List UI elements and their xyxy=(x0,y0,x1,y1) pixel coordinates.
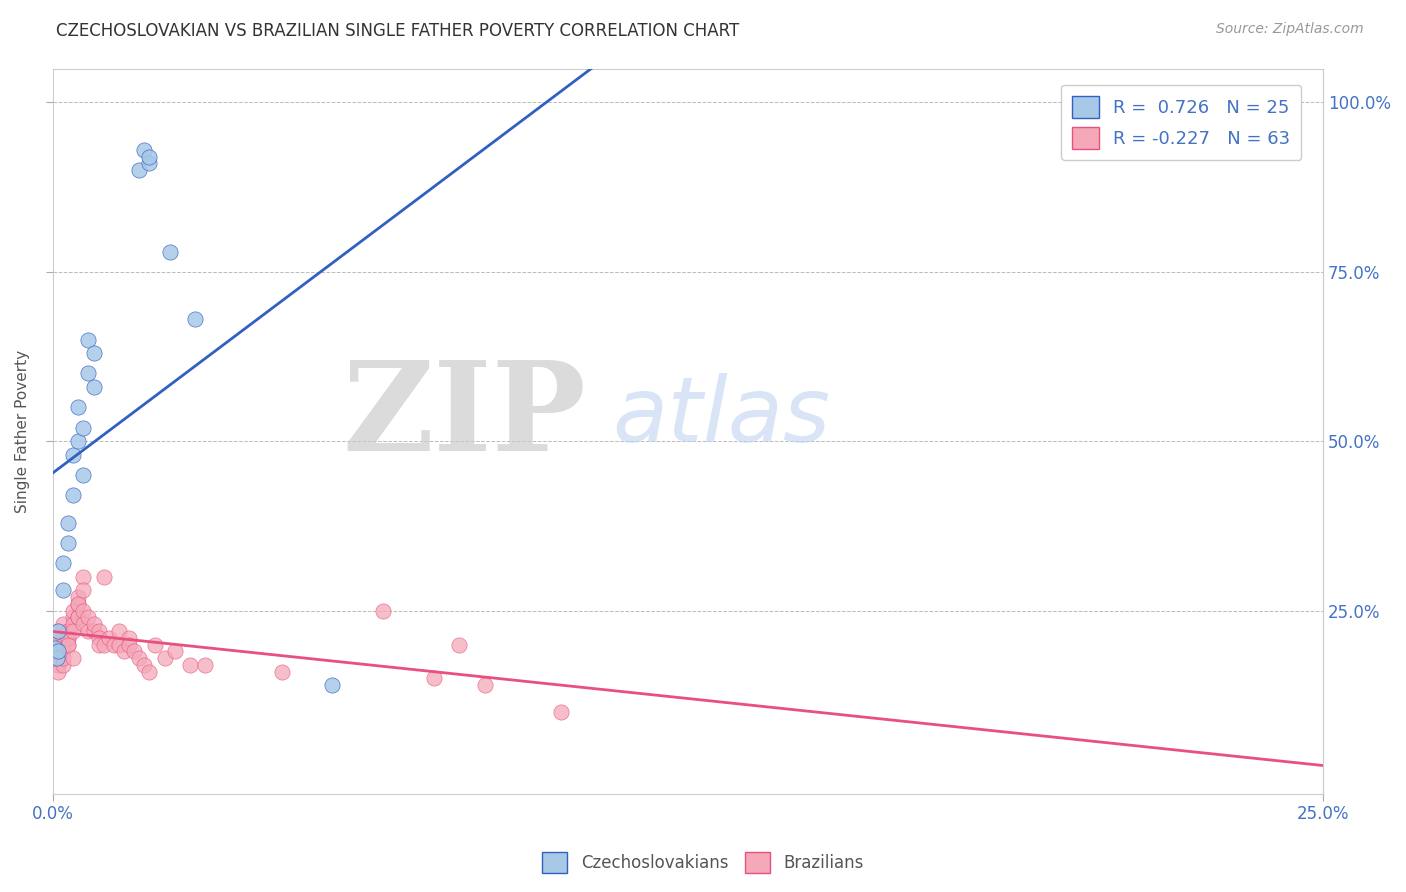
Point xyxy=(46,638,69,652)
Point xyxy=(67,610,90,624)
Point xyxy=(87,624,110,638)
Point xyxy=(77,333,100,347)
Point xyxy=(56,624,79,638)
Point xyxy=(373,604,395,618)
Point xyxy=(62,617,84,632)
Point xyxy=(72,583,94,598)
Point xyxy=(87,638,110,652)
Point xyxy=(112,644,135,658)
Point xyxy=(56,516,79,530)
Point xyxy=(321,678,343,692)
Point xyxy=(46,624,69,638)
Point xyxy=(138,156,160,170)
Legend: Czechoslovakians, Brazilians: Czechoslovakians, Brazilians xyxy=(536,846,870,880)
Point xyxy=(138,150,160,164)
Point xyxy=(270,665,292,679)
Point xyxy=(62,624,84,638)
Point xyxy=(108,624,131,638)
Point xyxy=(67,597,90,611)
Point xyxy=(77,367,100,381)
Point xyxy=(83,624,105,638)
Point xyxy=(52,556,75,570)
Point xyxy=(52,644,75,658)
Point xyxy=(143,638,166,652)
Point xyxy=(93,638,115,652)
Point xyxy=(118,638,141,652)
Point xyxy=(153,651,176,665)
Point xyxy=(77,624,100,638)
Text: atlas: atlas xyxy=(612,373,830,460)
Point xyxy=(46,624,69,638)
Point xyxy=(67,597,90,611)
Point xyxy=(56,638,79,652)
Point xyxy=(83,617,105,632)
Point xyxy=(134,657,156,672)
Point xyxy=(550,706,572,720)
Point xyxy=(56,638,79,652)
Point xyxy=(194,657,217,672)
Point xyxy=(62,604,84,618)
Text: Source: ZipAtlas.com: Source: ZipAtlas.com xyxy=(1216,22,1364,37)
Point xyxy=(159,244,181,259)
Point xyxy=(52,651,75,665)
Point xyxy=(72,420,94,434)
Point xyxy=(474,678,496,692)
Point xyxy=(72,617,94,632)
Point xyxy=(449,638,471,652)
Point xyxy=(44,640,66,655)
Point xyxy=(184,312,207,326)
Point xyxy=(87,631,110,645)
Point xyxy=(67,401,90,415)
Point xyxy=(128,651,150,665)
Point xyxy=(56,536,79,550)
Point xyxy=(423,672,446,686)
Point xyxy=(83,380,105,394)
Legend: R =  0.726   N = 25, R = -0.227   N = 63: R = 0.726 N = 25, R = -0.227 N = 63 xyxy=(1062,85,1302,160)
Point xyxy=(134,143,156,157)
Point xyxy=(46,651,69,665)
Point xyxy=(62,448,84,462)
Point xyxy=(52,583,75,598)
Point xyxy=(46,644,69,658)
Point xyxy=(108,638,131,652)
Point xyxy=(97,631,120,645)
Point xyxy=(67,590,90,604)
Point xyxy=(83,346,105,360)
Text: ZIP: ZIP xyxy=(343,356,586,477)
Point xyxy=(179,657,201,672)
Point xyxy=(46,665,69,679)
Y-axis label: Single Father Poverty: Single Father Poverty xyxy=(15,350,30,513)
Point xyxy=(56,631,79,645)
Point xyxy=(56,624,79,638)
Point xyxy=(67,434,90,449)
Point xyxy=(62,610,84,624)
Point xyxy=(72,604,94,618)
Point xyxy=(77,610,100,624)
Point xyxy=(52,617,75,632)
Point xyxy=(62,651,84,665)
Point xyxy=(67,610,90,624)
Point xyxy=(56,631,79,645)
Point xyxy=(138,665,160,679)
Point xyxy=(103,638,125,652)
Point xyxy=(46,651,69,665)
Point xyxy=(72,468,94,483)
Point xyxy=(52,631,75,645)
Point xyxy=(52,638,75,652)
Point xyxy=(72,570,94,584)
Point xyxy=(46,657,69,672)
Point xyxy=(62,488,84,502)
Point xyxy=(93,570,115,584)
Point xyxy=(122,644,145,658)
Text: CZECHOSLOVAKIAN VS BRAZILIAN SINGLE FATHER POVERTY CORRELATION CHART: CZECHOSLOVAKIAN VS BRAZILIAN SINGLE FATH… xyxy=(56,22,740,40)
Point xyxy=(163,644,186,658)
Point xyxy=(128,163,150,178)
Point xyxy=(52,657,75,672)
Point xyxy=(118,631,141,645)
Point xyxy=(44,644,66,658)
